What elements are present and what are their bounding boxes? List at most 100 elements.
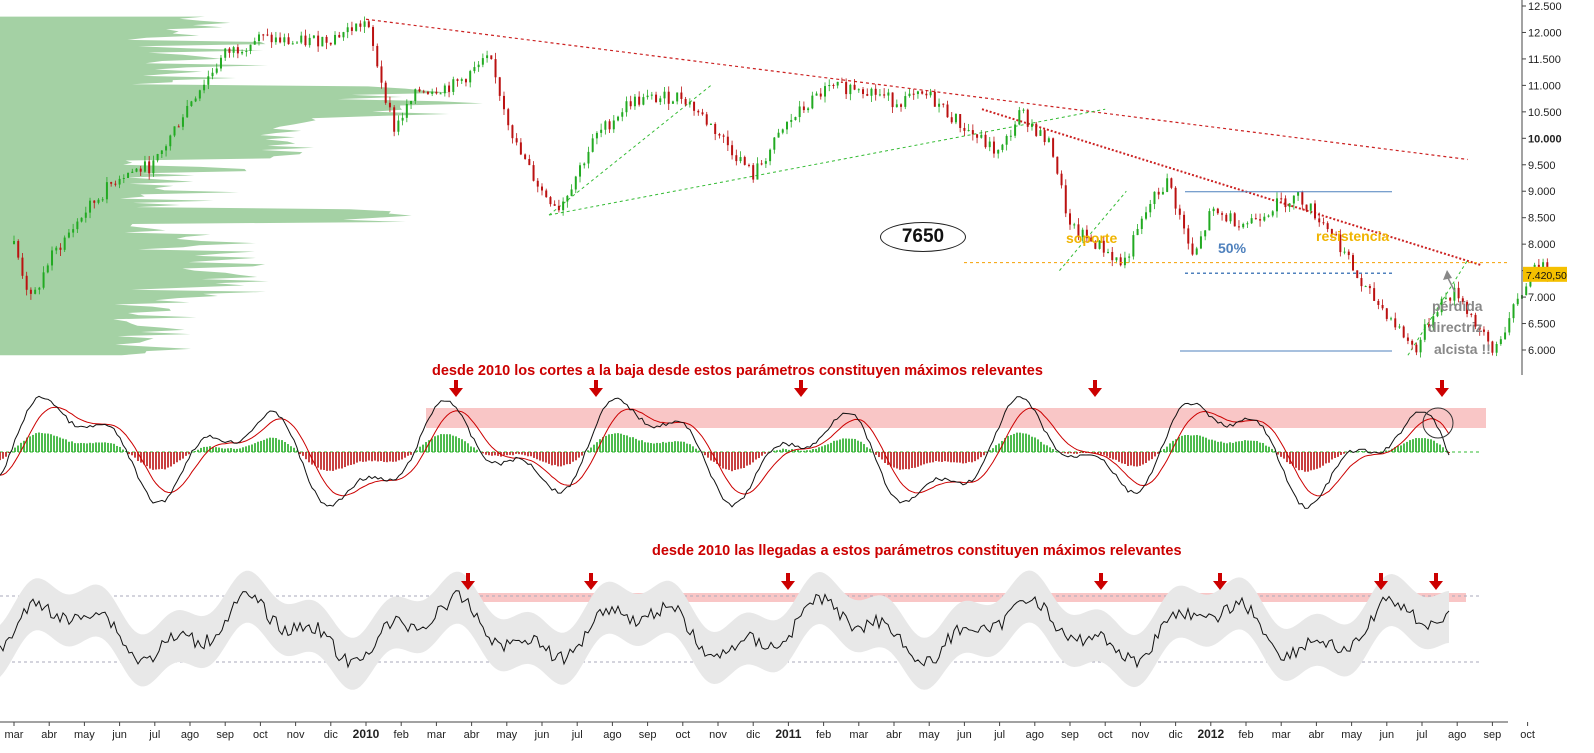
- candle: [646, 89, 649, 100]
- candle: [1309, 203, 1312, 215]
- arrow-shaft: [1099, 573, 1103, 582]
- candle: [870, 87, 873, 102]
- candle-body: [1149, 204, 1152, 213]
- candle-body: [89, 200, 92, 213]
- candle-body: [1026, 109, 1029, 127]
- candle: [76, 218, 79, 234]
- price-tick-label: 9.000: [1528, 186, 1556, 198]
- candle-body: [1419, 339, 1422, 353]
- candle: [684, 96, 687, 107]
- candle-body: [426, 91, 429, 94]
- candle-body: [1411, 340, 1414, 345]
- candle: [954, 113, 957, 125]
- candle: [916, 90, 919, 99]
- candle-body: [908, 93, 911, 97]
- candle: [722, 133, 725, 143]
- candle-body: [241, 51, 244, 54]
- arrow-markers: [449, 380, 1449, 590]
- candle-body: [1018, 110, 1021, 125]
- macd-panel: [0, 395, 1486, 509]
- candle: [1487, 329, 1490, 346]
- candle-body: [1001, 144, 1004, 150]
- candle: [874, 84, 877, 101]
- candle: [114, 180, 117, 187]
- candle: [266, 28, 269, 37]
- rsi-arrow: [1094, 573, 1108, 590]
- candle-body: [1508, 318, 1511, 333]
- candle: [317, 30, 320, 52]
- candle: [785, 121, 788, 135]
- macd-arrow: [449, 380, 463, 397]
- candle: [448, 81, 451, 98]
- candle: [1406, 333, 1409, 345]
- arrow-head: [1429, 581, 1443, 590]
- candle: [1195, 246, 1198, 256]
- candle-body: [169, 135, 172, 147]
- candle: [807, 106, 810, 113]
- green-uptrend-line-3: [1059, 190, 1127, 271]
- candle-body: [51, 250, 54, 266]
- arrow-head: [794, 388, 808, 397]
- time-tick-label: jun: [956, 729, 972, 741]
- candle: [866, 88, 869, 97]
- candle: [1221, 211, 1224, 221]
- candle: [51, 246, 54, 271]
- candle-body: [1444, 297, 1447, 299]
- arrow-head: [1213, 581, 1227, 590]
- arrow-shaft: [454, 380, 458, 389]
- candle-body: [1352, 255, 1355, 271]
- candle: [232, 45, 235, 58]
- candle-body: [1313, 203, 1316, 219]
- candle: [735, 149, 738, 166]
- candle-body: [819, 93, 822, 97]
- candle: [697, 109, 700, 116]
- candle-body: [245, 50, 248, 52]
- candle: [1199, 231, 1202, 250]
- candle-body: [874, 88, 877, 95]
- candle: [1161, 187, 1164, 195]
- candle-body: [1364, 286, 1367, 288]
- time-tick-label: jul: [148, 729, 160, 741]
- candle-body: [1516, 298, 1519, 305]
- candle-body: [312, 35, 315, 38]
- candle-body: [769, 149, 772, 162]
- macd-band: [426, 408, 1486, 428]
- time-tick-label: nov: [709, 729, 727, 741]
- candle-body: [1178, 208, 1181, 215]
- candle-body: [321, 36, 324, 47]
- candle: [1271, 210, 1274, 218]
- candle: [980, 130, 983, 139]
- candle-body: [452, 79, 455, 92]
- candle: [190, 100, 193, 107]
- time-tick-label: sep: [639, 729, 657, 741]
- candle-body: [215, 68, 218, 73]
- candle: [878, 89, 881, 97]
- candle-body: [359, 23, 362, 27]
- candle: [595, 131, 598, 145]
- candle-body: [76, 221, 79, 230]
- candle-body: [236, 47, 239, 54]
- candle-body: [950, 117, 953, 123]
- candle-body: [127, 172, 130, 178]
- candle: [372, 25, 375, 52]
- candle: [976, 134, 979, 144]
- candle-body: [1022, 109, 1025, 111]
- candle: [1149, 199, 1152, 218]
- candle: [1280, 192, 1283, 203]
- candle-body: [617, 116, 620, 121]
- candle-body: [604, 121, 607, 130]
- candle: [67, 228, 70, 239]
- candle: [1284, 195, 1287, 213]
- candle: [633, 94, 636, 110]
- candle: [811, 91, 814, 110]
- candle: [211, 68, 214, 80]
- candle: [490, 55, 493, 60]
- candle-body: [490, 55, 493, 60]
- candle: [1069, 208, 1071, 230]
- candle-body: [1153, 191, 1156, 205]
- candle-body: [1470, 313, 1473, 315]
- candle-body: [1208, 211, 1211, 231]
- candle-body: [143, 161, 146, 172]
- candle: [34, 287, 37, 295]
- candle: [1436, 309, 1439, 318]
